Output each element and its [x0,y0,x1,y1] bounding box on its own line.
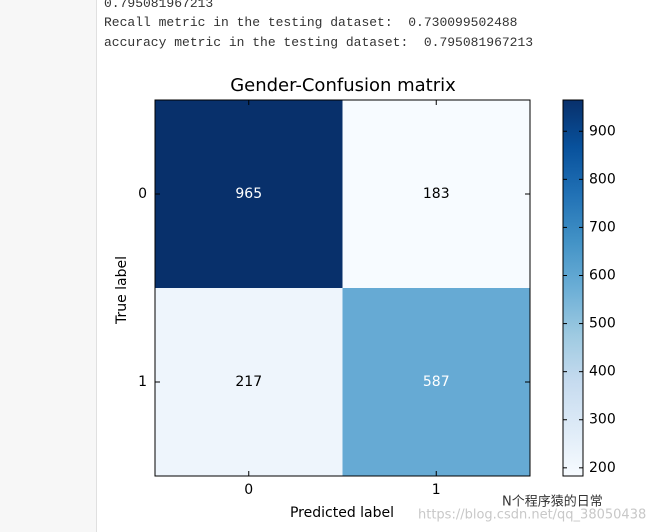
y-tick-label: 0 [138,186,147,202]
cell-value-label: 587 [423,374,450,390]
output-line: 0.795081967213 [104,0,214,11]
cell-value-label: 965 [235,186,262,202]
colorbar-tick-label: 200 [589,460,616,476]
cell-value-label: 183 [423,186,450,202]
heatmap-cell [155,100,343,288]
y-axis-label: True label [114,256,130,325]
colorbar-tick-label: 500 [589,316,616,332]
colorbar-tick-label: 400 [589,364,616,380]
watermark-name: N个程序猿的日常 [502,494,603,510]
heatmap-cell [342,100,530,288]
colorbar-tick-label: 700 [589,219,616,235]
colorbar-tick-label: 800 [589,171,616,187]
heatmap-cell [342,288,530,476]
colorbar-tick-label: 300 [589,412,616,428]
cell-value-label: 217 [235,374,262,390]
y-tick-label: 1 [138,374,147,390]
chart-title: Gender-Confusion matrix [230,75,456,96]
x-tick-label: 1 [432,482,441,498]
colorbar [562,99,584,477]
output-line: accuracy metric in the testing dataset: … [104,35,534,50]
output-line: Recall metric in the testing dataset: 0.… [104,15,518,30]
colorbar-tick-label: 900 [589,123,616,139]
watermark-url: https://blog.csdn.net/qq_38050438 [418,508,646,523]
heatmap-cell [155,288,343,476]
x-tick-label: 0 [244,482,253,498]
x-axis-label: Predicted label [290,505,394,521]
colorbar-tick-label: 600 [589,267,616,283]
plot-frame [154,99,531,477]
cell-gutter [0,0,97,532]
